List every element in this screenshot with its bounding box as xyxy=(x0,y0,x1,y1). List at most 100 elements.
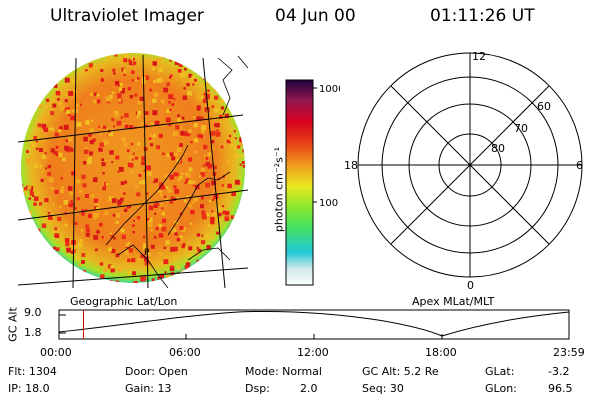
disc-speckle xyxy=(173,98,176,101)
mlt-label-12: 12 xyxy=(472,50,486,63)
disc-speckle xyxy=(174,172,179,177)
geo-grid xyxy=(18,54,248,289)
disc-speckle xyxy=(239,278,243,282)
mlat-label-60: 60 xyxy=(537,100,551,113)
disc-speckle xyxy=(188,180,192,184)
disc-speckle xyxy=(228,141,231,144)
disc-speckle xyxy=(151,67,155,71)
disc-speckle xyxy=(201,210,206,214)
disc-speckle xyxy=(210,219,215,225)
disc-speckle xyxy=(163,246,166,249)
disc-speckle xyxy=(119,82,123,87)
disc-speckle xyxy=(132,219,135,222)
disc-speckle xyxy=(141,276,147,281)
disc-speckle xyxy=(177,266,181,270)
disc-speckle xyxy=(49,260,55,266)
disc-speckle xyxy=(187,254,191,258)
disc-speckle xyxy=(205,234,210,240)
disc-speckle xyxy=(207,89,210,92)
mlat-label-80: 80 xyxy=(491,142,505,155)
disc-speckle xyxy=(43,58,48,64)
info-dsp-label: Dsp: xyxy=(245,382,270,395)
disc-speckle xyxy=(203,155,206,158)
disc-speckle xyxy=(45,98,50,102)
disc-speckle xyxy=(153,80,157,83)
disc-speckle xyxy=(67,113,71,117)
disc-speckle xyxy=(228,73,233,79)
disc-speckle xyxy=(46,62,49,65)
disc-speckle xyxy=(239,142,244,147)
disc-speckle xyxy=(228,242,233,246)
disc-speckle xyxy=(142,243,146,247)
disc-speckle xyxy=(26,158,31,164)
disc-speckle xyxy=(173,172,177,176)
disc-speckle xyxy=(234,179,240,185)
disc-speckle xyxy=(178,62,183,67)
disc-speckle xyxy=(118,197,120,200)
disc-speckle xyxy=(216,231,220,235)
disc-speckle xyxy=(169,266,175,271)
geo-caption: Geographic Lat/Lon xyxy=(70,295,178,308)
disc-speckle xyxy=(54,132,59,137)
disc-speckle xyxy=(35,140,39,143)
disc-speckle xyxy=(77,242,83,248)
disc-speckle xyxy=(82,183,87,188)
disc-speckle xyxy=(89,128,94,133)
disc-speckle xyxy=(131,79,134,82)
disc-speckle xyxy=(160,203,164,206)
disc-speckle xyxy=(32,228,38,234)
disc-speckle xyxy=(198,175,202,178)
disc-speckle xyxy=(60,177,63,180)
disc-speckle xyxy=(128,156,133,161)
disc-speckle xyxy=(224,214,228,218)
disc-speckle xyxy=(59,106,65,111)
disc-speckle xyxy=(131,70,135,74)
disc-speckle xyxy=(187,129,192,134)
disc-speckle xyxy=(135,79,138,82)
disc-speckle xyxy=(129,163,134,168)
disc-speckle xyxy=(51,267,55,271)
disc-speckle xyxy=(182,95,187,100)
disc-speckle xyxy=(209,54,215,60)
disc-speckle xyxy=(85,232,90,237)
disc-speckle xyxy=(203,144,208,150)
disc-speckle xyxy=(165,274,171,279)
disc-speckle xyxy=(28,231,32,235)
disc-speckle xyxy=(242,165,245,168)
disc-speckle xyxy=(150,244,155,249)
disc-speckle xyxy=(42,60,46,63)
disc-speckle xyxy=(176,147,182,152)
disc-speckle xyxy=(111,91,115,94)
disc-speckle xyxy=(152,61,157,66)
disc-speckle xyxy=(207,281,211,283)
disc-speckle xyxy=(217,245,220,248)
disc-speckle xyxy=(46,263,51,268)
disc-speckle xyxy=(231,89,236,95)
disc-speckle xyxy=(39,65,44,71)
disc-speckle xyxy=(237,67,240,70)
disc-speckle xyxy=(150,229,153,232)
disc-speckle xyxy=(88,213,93,219)
disc-speckle xyxy=(242,91,245,95)
altitude-plot xyxy=(58,309,570,340)
disc-speckle xyxy=(192,247,195,250)
disc-speckle xyxy=(216,129,219,132)
disc-speckle xyxy=(70,148,74,152)
info-dsp-value: 2.0 xyxy=(300,382,318,395)
disc-speckle xyxy=(22,104,27,108)
disc-speckle xyxy=(64,77,70,83)
disc-speckle xyxy=(96,93,100,97)
disc-speckle xyxy=(40,251,44,255)
disc-speckle xyxy=(112,213,116,217)
disc-speckle xyxy=(29,191,34,196)
disc-speckle xyxy=(137,110,142,116)
disc-speckle xyxy=(21,130,23,133)
disc-speckle xyxy=(128,248,133,253)
disc-speckle xyxy=(44,105,48,109)
disc-speckle xyxy=(63,124,69,130)
disc-speckle xyxy=(66,109,71,114)
disc-speckle xyxy=(117,170,120,173)
disc-speckle xyxy=(162,218,167,223)
disc-speckle xyxy=(243,98,245,102)
disc-speckle xyxy=(114,53,118,57)
